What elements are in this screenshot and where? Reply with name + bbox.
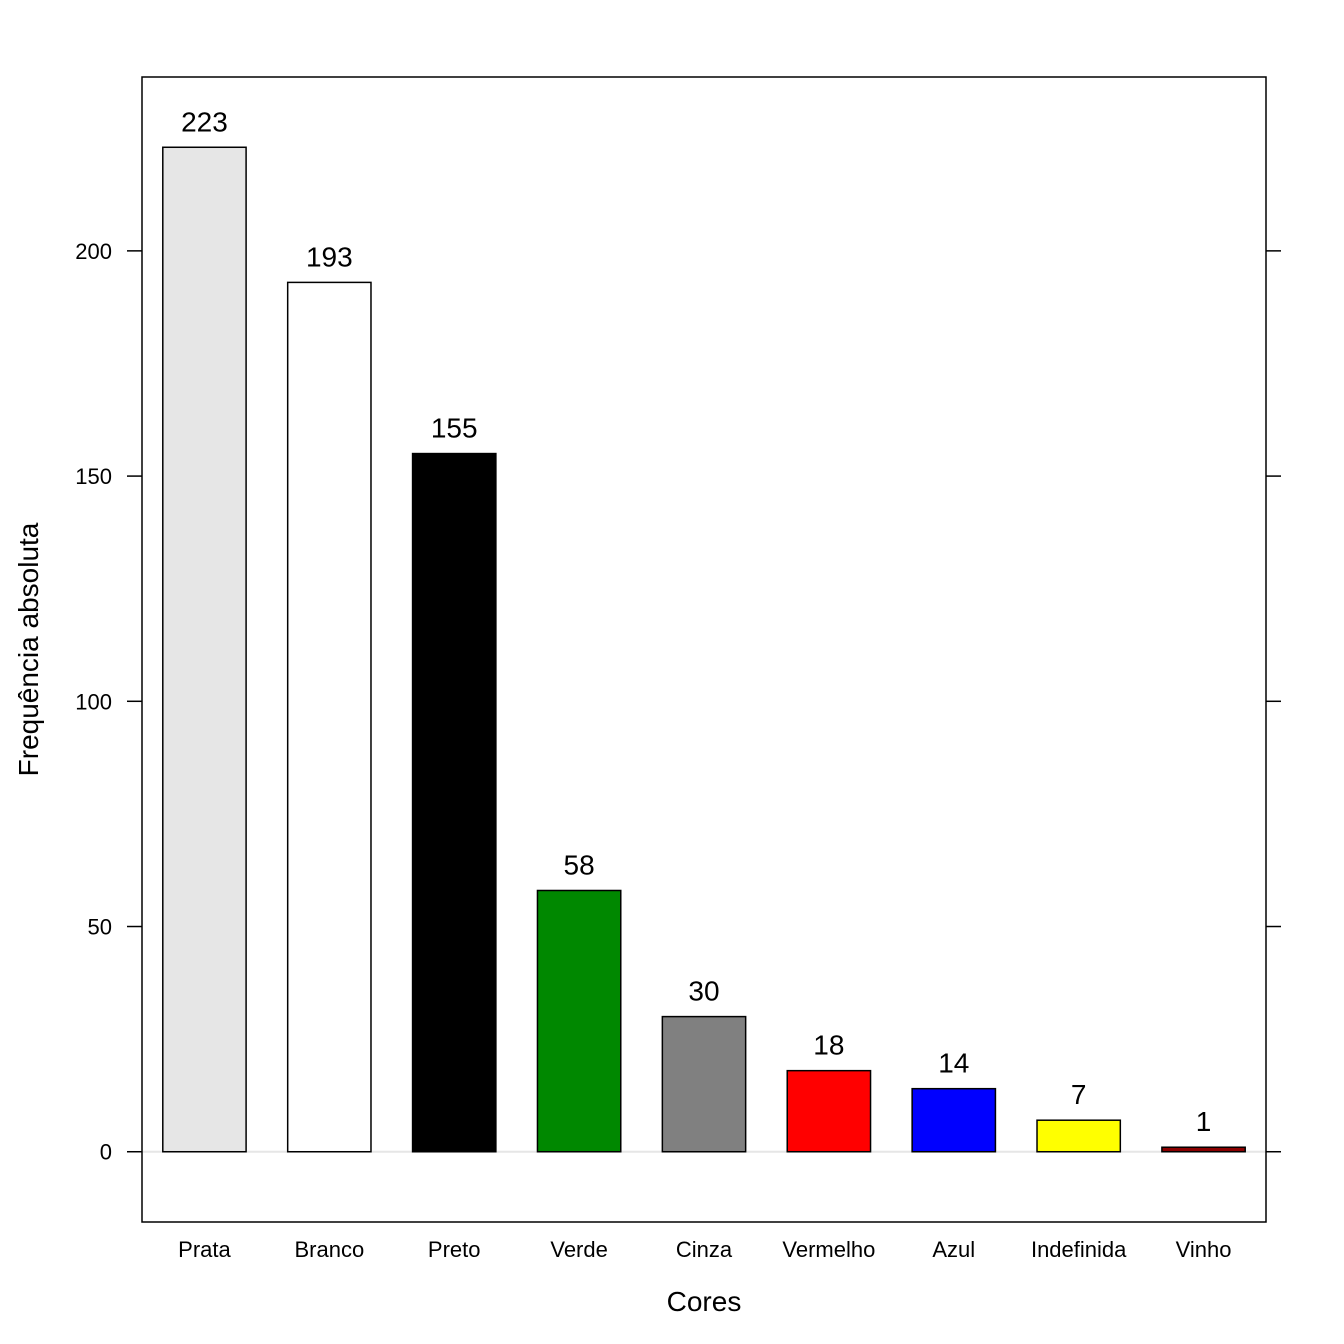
bar-cinza bbox=[661, 1015, 747, 1153]
bar-branco bbox=[286, 281, 372, 1153]
value-label-preto: 155 bbox=[431, 413, 478, 444]
value-label-verde: 58 bbox=[564, 849, 595, 880]
x-tick-label-verde: Verde bbox=[550, 1237, 608, 1262]
value-label-indefinida: 7 bbox=[1071, 1079, 1087, 1110]
y-tick-label-100: 100 bbox=[75, 689, 112, 714]
y-axis-title: Frequência absoluta bbox=[13, 522, 44, 776]
value-label-vinho: 1 bbox=[1196, 1106, 1212, 1137]
value-labels-group: 223 193 155 58 30 18 14 7 1 bbox=[181, 106, 1211, 1137]
value-label-cinza: 30 bbox=[688, 976, 719, 1007]
bar-indefinida bbox=[1036, 1119, 1122, 1153]
x-tick-label-indefinida: Indefinida bbox=[1031, 1237, 1127, 1262]
bar-prata bbox=[162, 146, 247, 1153]
value-label-branco: 193 bbox=[306, 241, 353, 272]
y-tick-label-150: 150 bbox=[75, 464, 112, 489]
bars-group bbox=[162, 146, 1246, 1153]
plot-frame bbox=[141, 76, 1267, 1223]
bar-vinho bbox=[1161, 1146, 1246, 1153]
x-tick-label-cinza: Cinza bbox=[676, 1237, 733, 1262]
y-tick-label-0: 0 bbox=[100, 1140, 112, 1165]
bar-verde bbox=[536, 889, 622, 1153]
y-tick-label-200: 200 bbox=[75, 239, 112, 264]
bar-azul bbox=[911, 1087, 997, 1153]
value-label-azul: 14 bbox=[938, 1048, 969, 1079]
value-label-vermelho: 18 bbox=[813, 1030, 844, 1061]
bar-preto bbox=[411, 452, 497, 1153]
bar-vermelho bbox=[786, 1069, 872, 1153]
x-tick-label-vinho: Vinho bbox=[1176, 1237, 1232, 1262]
y-axis-ticks: 0 50 100 150 200 bbox=[75, 239, 1281, 1165]
x-tick-label-branco: Branco bbox=[294, 1237, 364, 1262]
x-axis-title: Cores bbox=[667, 1286, 742, 1317]
y-tick-label-50: 50 bbox=[88, 915, 112, 940]
x-tick-label-azul: Azul bbox=[932, 1237, 975, 1262]
value-label-prata: 223 bbox=[181, 106, 228, 137]
x-tick-label-vermelho: Vermelho bbox=[782, 1237, 875, 1262]
x-axis-tick-labels: Prata Branco Preto Verde Cinza Vermelho Azul In… bbox=[178, 1237, 1231, 1262]
x-tick-label-prata: Prata bbox=[178, 1237, 231, 1262]
x-tick-label-preto: Preto bbox=[428, 1237, 481, 1262]
